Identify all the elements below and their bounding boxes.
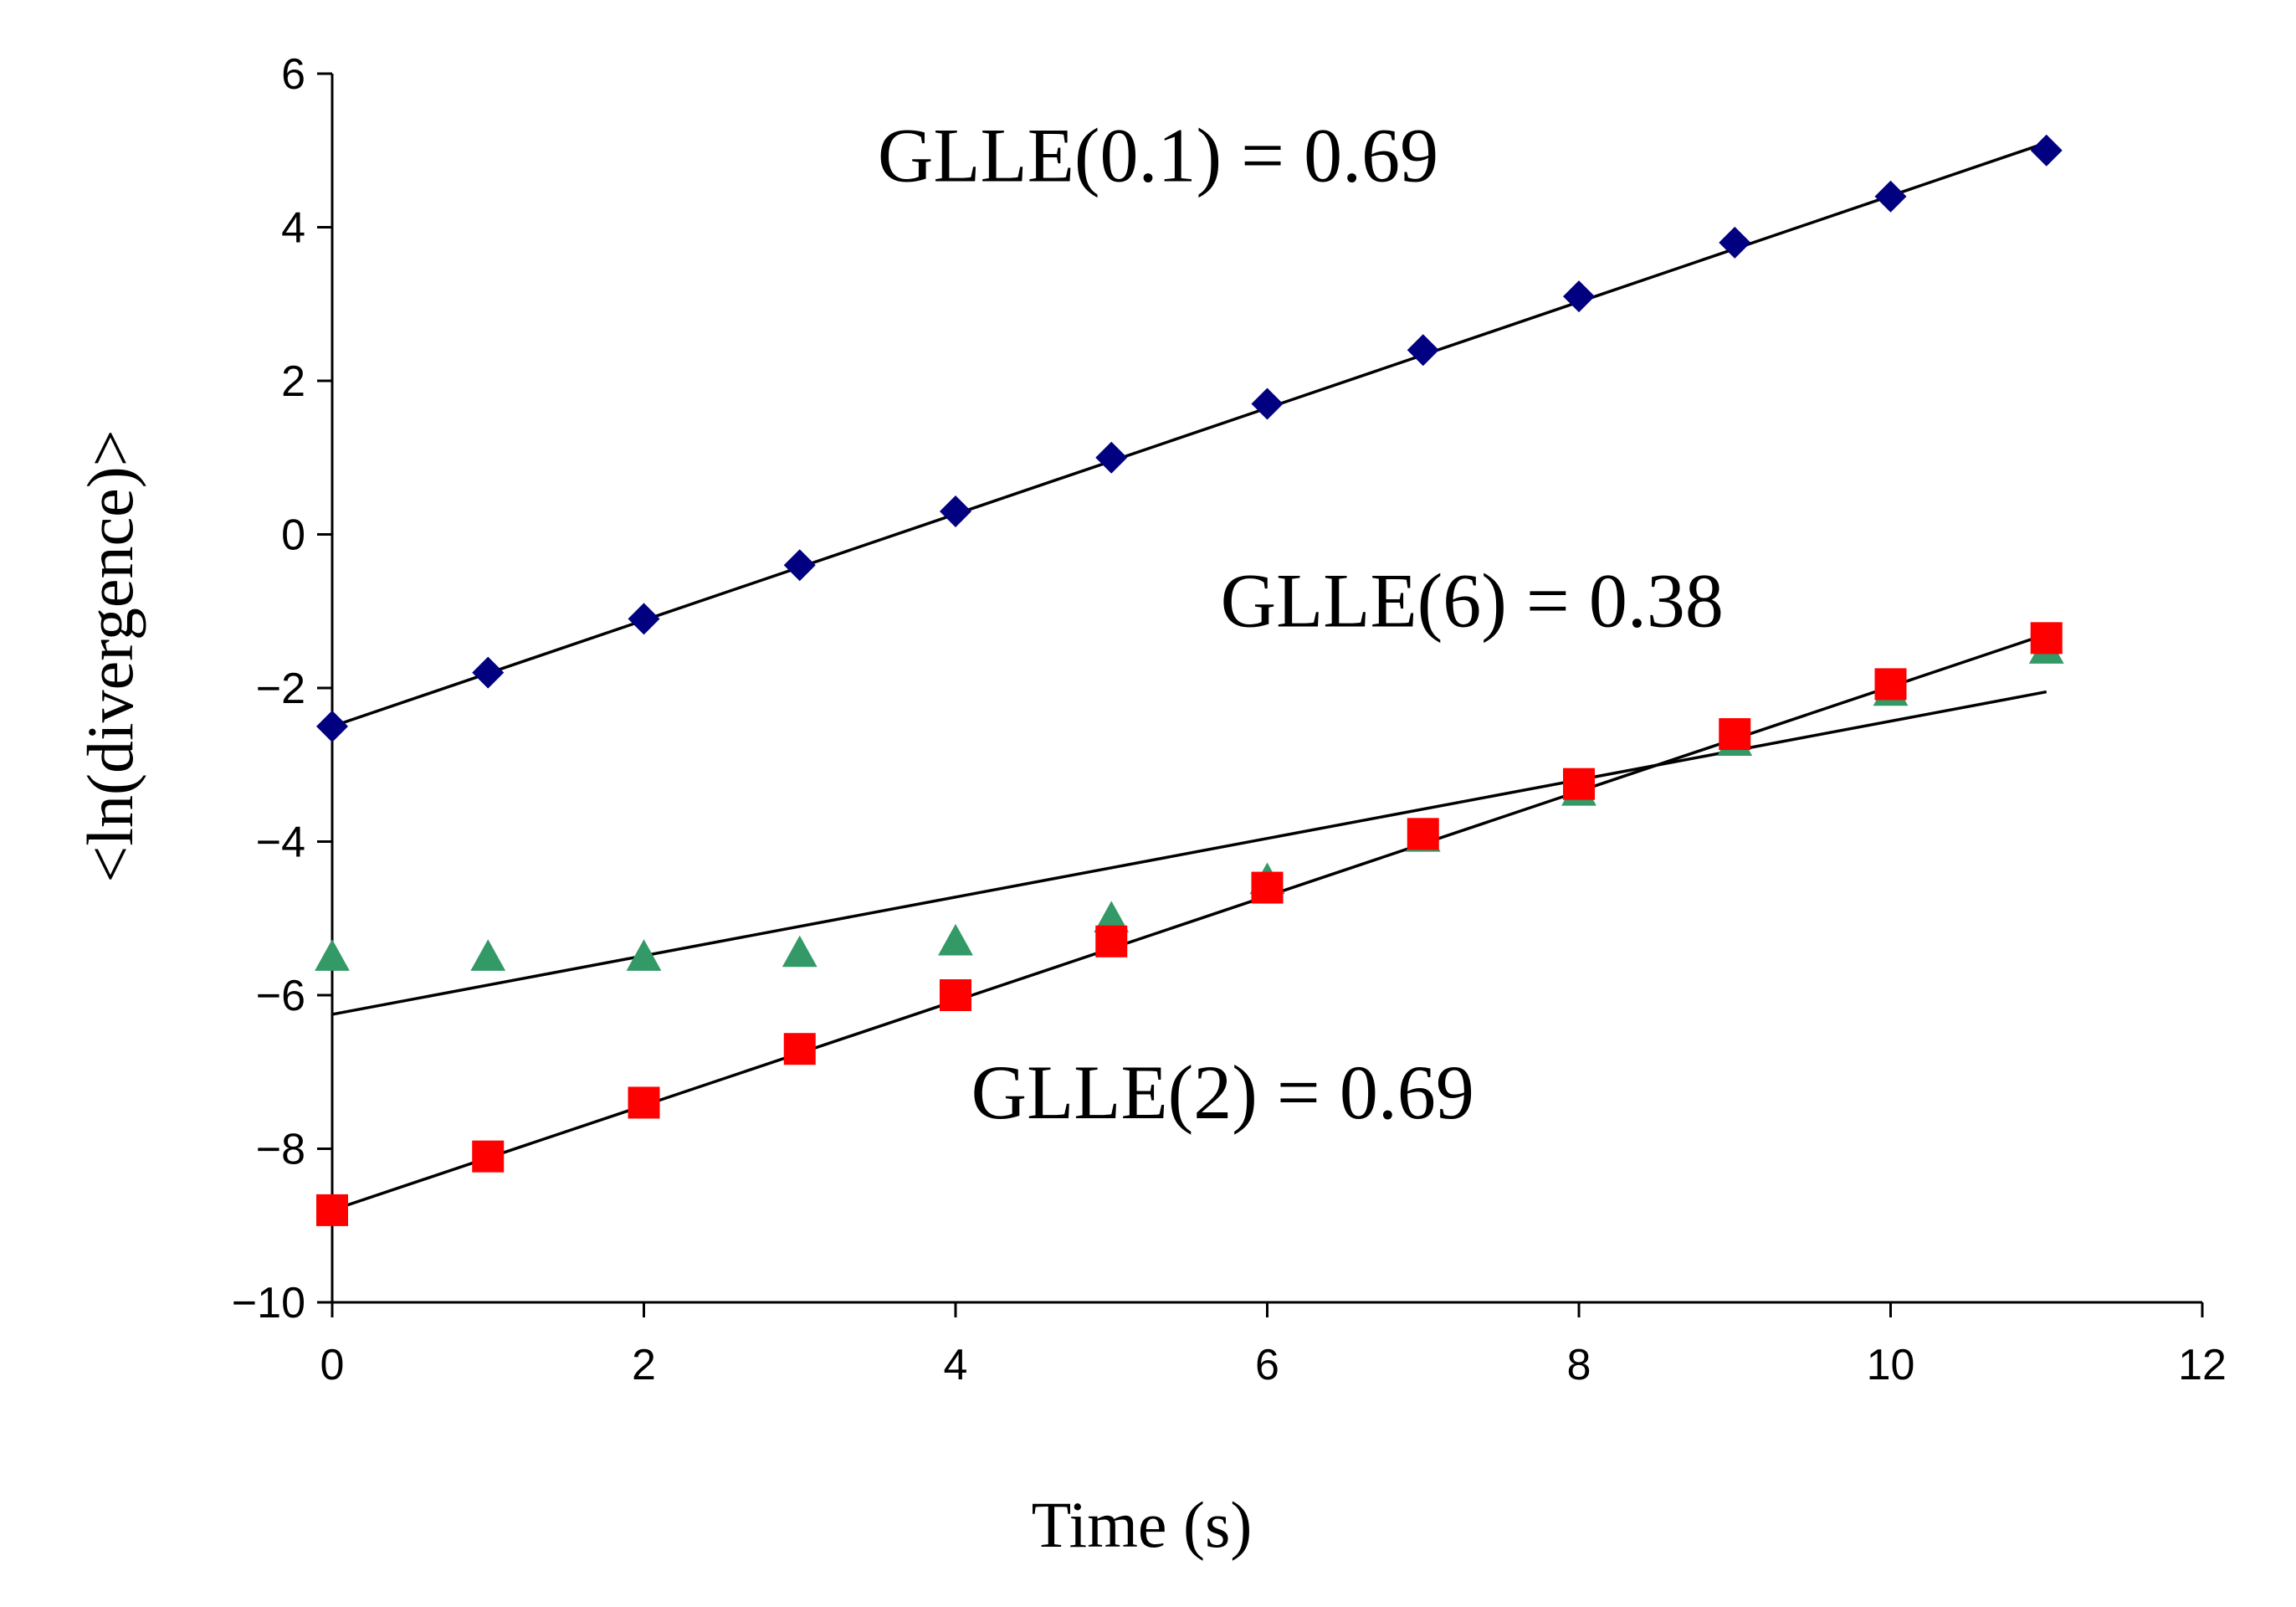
y-tick-label: −4 — [256, 819, 305, 867]
y-tick-label: 0 — [281, 511, 305, 560]
markers — [315, 134, 2064, 1226]
annotation-label: GLLE(6) = 0.38 — [1221, 558, 1724, 644]
point-diamond — [2030, 134, 2063, 167]
point-diamond — [940, 495, 971, 527]
point-diamond — [628, 603, 660, 635]
y-axis-title: <ln(divergence)> — [74, 429, 146, 882]
labels: −10 −8 −6 −4 −2 0 2 4 6 0 2 4 6 8 10 12 Time (s) <ln(dive… — [74, 50, 2227, 1561]
x-tick-label: 8 — [1567, 1341, 1591, 1389]
y-tick-label: 6 — [281, 50, 305, 99]
y-tick-label: −6 — [256, 972, 305, 1020]
point-square — [1563, 768, 1595, 800]
point-diamond — [316, 710, 348, 742]
point-diamond — [1719, 226, 1751, 259]
x-tick-label: 0 — [320, 1341, 345, 1389]
fit-line-diamond — [331, 141, 2047, 728]
point-square — [472, 1140, 505, 1173]
point-triangle — [470, 939, 506, 971]
fit-line-square — [331, 633, 2047, 1212]
x-tick-label: 10 — [1867, 1341, 1915, 1389]
y-tick-label: −10 — [232, 1279, 305, 1327]
point-diamond — [1251, 388, 1284, 420]
y-tick-label: 4 — [281, 204, 305, 253]
point-diamond — [472, 656, 505, 689]
point-square — [1719, 718, 1751, 751]
x-axis-title: Time (s) — [1032, 1488, 1253, 1561]
point-square — [628, 1086, 660, 1119]
point-square — [1095, 925, 1128, 958]
x-tick-label: 6 — [1255, 1341, 1279, 1389]
fit-lines — [331, 141, 2047, 1212]
y-tick-label: −2 — [256, 665, 305, 713]
point-triangle — [315, 939, 350, 971]
point-diamond — [783, 549, 816, 582]
point-square — [940, 979, 971, 1011]
point-square — [1251, 871, 1284, 904]
ticks — [317, 72, 2204, 1317]
point-diamond — [1874, 180, 1907, 213]
point-triangle — [938, 923, 973, 956]
point-triangle — [1094, 901, 1130, 932]
point-square — [783, 1033, 816, 1065]
point-triangle — [626, 939, 662, 971]
y-tick-label: 2 — [281, 357, 305, 406]
point-square — [316, 1194, 348, 1226]
point-diamond — [1563, 280, 1595, 313]
point-diamond — [1095, 441, 1128, 474]
point-diamond — [1407, 334, 1439, 367]
annotation-label: GLLE(0.1) = 0.69 — [878, 112, 1438, 198]
point-triangle — [782, 935, 817, 968]
x-tick-label: 2 — [632, 1341, 656, 1389]
x-tick-label: 4 — [944, 1341, 968, 1389]
point-square — [2030, 622, 2063, 655]
annotation-label: GLLE(2) = 0.69 — [971, 1050, 1474, 1135]
x-tick-label: 12 — [2178, 1341, 2227, 1389]
y-tick-label: −8 — [256, 1126, 305, 1174]
point-square — [1874, 668, 1907, 701]
fit-line-triangle — [331, 690, 2047, 1016]
point-square — [1407, 818, 1439, 850]
